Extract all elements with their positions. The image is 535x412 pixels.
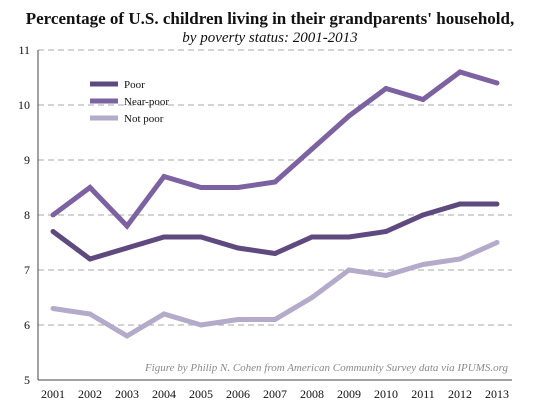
x-tick-label: 2007 <box>263 387 287 401</box>
series-lines <box>50 69 500 339</box>
data-point-near-poor <box>383 86 389 91</box>
data-point-not-poor <box>494 240 500 245</box>
y-tick-label: 8 <box>24 208 30 222</box>
data-point-near-poor <box>235 185 241 190</box>
series-line-poor <box>51 201 497 262</box>
data-point-not-poor <box>161 311 167 317</box>
data-point-poor <box>87 256 93 262</box>
data-point-not-poor <box>383 273 389 278</box>
legend-label: Poor <box>124 79 145 91</box>
data-point-poor <box>50 229 56 234</box>
data-point-not-poor <box>124 333 130 339</box>
data-point-poor <box>457 201 463 207</box>
data-point-not-poor <box>198 322 204 328</box>
data-point-near-poor <box>124 223 130 229</box>
data-point-not-poor <box>457 256 463 262</box>
gridlines <box>38 49 512 326</box>
y-tick-label: 11 <box>18 43 30 57</box>
x-tick-labels: 2001 2002 2003 2004 2005 2006 2007 2008 2009 2010… <box>41 387 509 401</box>
y-tick-label: 10 <box>18 98 30 112</box>
data-point-poor <box>494 201 500 207</box>
y-tick-label: 7 <box>24 263 30 277</box>
y-tick-labels: 5 6 7 8 9 10 11 <box>18 43 30 387</box>
x-tick-label: 2005 <box>189 387 213 401</box>
y-tick-label: 5 <box>24 373 30 387</box>
x-tick-label: 2011 <box>411 387 435 401</box>
chart-credit: Figure by Philip N. Cohen from American … <box>144 362 509 374</box>
data-point-not-poor <box>235 317 241 322</box>
y-tick-label: 6 <box>24 318 30 332</box>
x-tick-label: 2013 <box>485 387 509 401</box>
data-point-not-poor <box>346 267 352 273</box>
data-point-near-poor <box>161 174 167 179</box>
x-tick-label: 2002 <box>78 387 102 401</box>
data-point-poor <box>235 245 241 251</box>
data-point-poor <box>198 234 204 240</box>
data-point-near-poor <box>457 69 463 75</box>
x-tick-label: 2009 <box>337 387 361 401</box>
data-point-poor <box>161 234 167 240</box>
data-point-near-poor <box>272 179 278 185</box>
data-point-near-poor <box>494 80 500 86</box>
legend-label: Not poor <box>124 113 164 125</box>
chart-title: Percentage of U.S. children living in th… <box>26 9 514 28</box>
y-tick-label: 9 <box>24 153 30 167</box>
series-line-near-poor <box>51 69 498 230</box>
data-point-poor <box>383 229 389 234</box>
x-tick-label: 2008 <box>300 387 324 401</box>
data-point-poor <box>346 234 352 240</box>
x-tick-label: 2004 <box>152 387 176 401</box>
legend: Poor Near-poor Not poor <box>90 79 169 125</box>
data-point-near-poor <box>87 185 93 190</box>
data-point-near-poor <box>50 212 56 218</box>
data-point-poor <box>309 234 315 240</box>
chart-subtitle: by poverty status: 2001-2013 <box>182 30 357 46</box>
data-point-near-poor <box>198 185 204 190</box>
x-tick-label: 2012 <box>448 387 472 401</box>
data-point-poor <box>420 212 426 218</box>
x-tick-label: 2010 <box>374 387 398 401</box>
data-point-near-poor <box>346 113 352 119</box>
data-point-not-poor <box>420 262 426 267</box>
x-tick-label: 2003 <box>115 387 139 401</box>
data-point-near-poor <box>309 146 315 152</box>
data-point-not-poor <box>272 317 278 322</box>
data-point-near-poor <box>420 97 426 102</box>
x-tick-label: 2006 <box>226 387 250 401</box>
axes <box>37 50 512 381</box>
data-point-poor <box>124 245 130 251</box>
data-point-not-poor <box>87 311 93 317</box>
legend-label: Near-poor <box>124 96 169 108</box>
data-point-not-poor <box>50 306 56 311</box>
x-tick-label: 2001 <box>41 387 65 401</box>
data-point-poor <box>272 251 278 256</box>
data-point-not-poor <box>309 295 315 300</box>
